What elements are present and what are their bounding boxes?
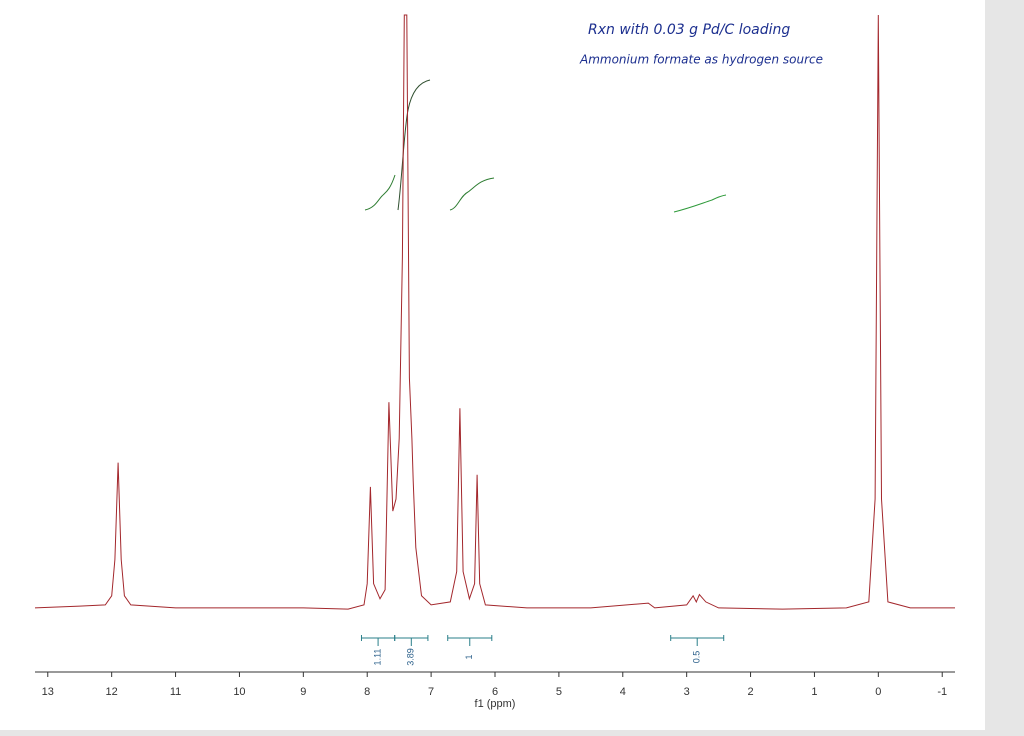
integral-label: 1.11	[372, 649, 382, 666]
x-tick-label: 0	[875, 686, 881, 698]
integral-bracket	[394, 635, 429, 646]
integral-label: 0.5	[692, 651, 702, 664]
x-tick-label: 10	[233, 686, 245, 698]
x-tick-label: 3	[684, 686, 690, 698]
spectrum-line	[34, 14, 955, 610]
integral-curve	[673, 194, 727, 213]
x-tick-label: 5	[556, 686, 562, 698]
x-axis-label: f1 (ppm)	[475, 698, 516, 710]
x-tick-label: 11	[170, 686, 181, 698]
integral-label: 3.89	[406, 648, 416, 666]
x-tick-label: 9	[300, 686, 306, 698]
plot-background	[0, 0, 985, 730]
x-tick-label: 13	[42, 686, 54, 698]
annotation: Ammonium formate as hydrogen source	[579, 53, 823, 67]
integral-label: 1	[464, 654, 474, 659]
x-tick-label: 1	[811, 686, 817, 698]
integral-bracket	[670, 635, 725, 646]
x-tick-label: -1	[937, 686, 947, 698]
x-tick-label: 12	[106, 686, 118, 698]
x-tick-label: 2	[747, 686, 753, 698]
x-tick-label: 8	[364, 686, 370, 698]
annotation: Rxn with 0.03 g Pd/C loading	[588, 22, 790, 38]
x-tick-label: 7	[428, 686, 434, 698]
x-tick-label: 4	[620, 686, 626, 698]
integral-curve	[364, 174, 396, 211]
integral-bracket	[447, 635, 493, 646]
integral-curve	[449, 177, 495, 211]
x-tick-label: 6	[492, 686, 498, 698]
